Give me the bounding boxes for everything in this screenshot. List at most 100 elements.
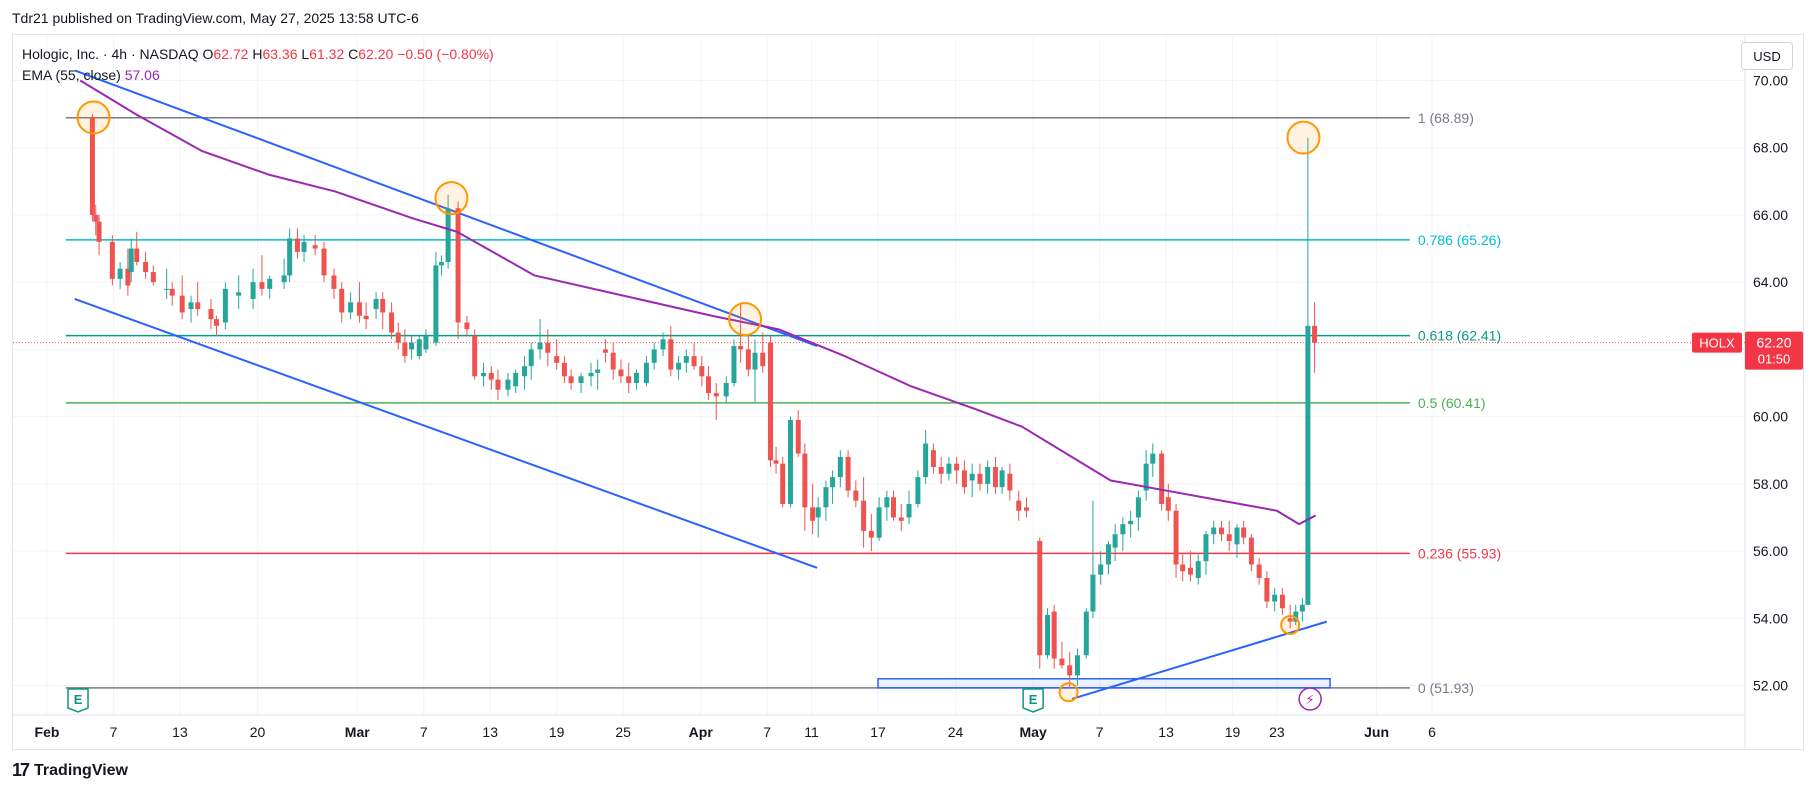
candle [683, 349, 689, 373]
candle-body [780, 463, 786, 504]
close-label: C [348, 46, 359, 62]
candle [301, 235, 307, 262]
candle [1305, 137, 1311, 605]
low-label: L [301, 46, 310, 62]
candle-body [214, 319, 220, 326]
candle-body [1312, 325, 1318, 343]
candle-body [683, 356, 689, 363]
candle [643, 356, 649, 387]
candle [445, 194, 451, 269]
low-value: 61.32 [309, 46, 345, 62]
candle-body [208, 309, 214, 320]
price-tag-countdown: 01:50 [1758, 352, 1791, 367]
earnings-icon-shape [1022, 688, 1044, 713]
candle [1226, 520, 1232, 552]
candle [810, 483, 816, 535]
candle-body [1016, 500, 1022, 511]
candle [1016, 490, 1022, 521]
candle [768, 335, 774, 468]
candle [134, 231, 140, 266]
candle-body [1051, 611, 1057, 659]
candle [802, 443, 808, 531]
price-tick-label: 54.00 [1753, 610, 1788, 626]
symbol-title[interactable]: Hologic, Inc. · 4h · NASDAQ [22, 46, 199, 62]
candle-body [898, 517, 904, 521]
candle [868, 514, 874, 552]
candle-body [281, 275, 287, 283]
candle-body [561, 362, 567, 377]
candle-body [1272, 594, 1278, 602]
candle [705, 366, 711, 400]
candle-body [1105, 544, 1111, 565]
candle-body [1187, 567, 1193, 575]
flash-icon[interactable]: ⚡ [1298, 687, 1322, 711]
candle [668, 325, 674, 377]
candle [321, 241, 327, 283]
price-tick-label: 68.00 [1753, 140, 1788, 156]
candle-body [815, 507, 821, 518]
candle-body [128, 248, 134, 273]
candle-body [416, 339, 422, 357]
candle-body [1059, 658, 1065, 666]
candle [651, 342, 657, 370]
candle [738, 302, 744, 363]
candle [898, 504, 904, 531]
candle [1037, 537, 1043, 669]
candle [915, 470, 921, 508]
time-tick-label: 6 [1428, 724, 1436, 740]
earnings-icon[interactable]: E [1022, 688, 1044, 713]
candle-body [522, 366, 528, 377]
earnings-icon-shape [67, 688, 89, 713]
candle [845, 450, 851, 498]
candle [977, 463, 983, 491]
time-tick-label: 13 [482, 724, 498, 740]
candle-body [1218, 527, 1224, 535]
candle [89, 114, 95, 222]
candle-body [830, 477, 836, 488]
candle [618, 359, 624, 383]
chart-frame[interactable] [12, 34, 1804, 750]
candle [150, 265, 156, 286]
candle [409, 335, 415, 360]
tradingview-logo[interactable]: 17 TradingView [12, 760, 128, 781]
candle-body [537, 342, 543, 350]
chart-canvas[interactable]: 1 (68.89) 0.786 (65.26) 0.618 (62.41) 0.5 (… [0, 0, 1815, 760]
candle [164, 268, 170, 299]
candle [195, 282, 201, 316]
price-tag [1745, 331, 1803, 370]
candle-body [373, 298, 379, 310]
candle [853, 480, 859, 508]
candle-body [134, 248, 140, 262]
price-tick-label: 70.00 [1753, 73, 1788, 89]
candle [537, 319, 543, 360]
candle-body [348, 302, 354, 313]
ema-label[interactable]: EMA (55, close) [22, 67, 121, 83]
candle-body [339, 288, 345, 313]
earnings-icon[interactable]: E [67, 688, 89, 713]
flash-icon-glyph: ⚡ [1306, 693, 1315, 708]
candle [208, 298, 214, 330]
candle-body [1120, 524, 1126, 535]
ticker-tag [1692, 332, 1742, 353]
candle-body [143, 262, 149, 273]
candle [312, 235, 318, 256]
time-tick-label: Feb [35, 724, 60, 740]
candle [1234, 524, 1240, 558]
candle [610, 342, 616, 380]
candle-body [861, 500, 867, 531]
candle-body [961, 470, 967, 488]
earnings-icon-glyph: E [74, 692, 83, 707]
candle-body [723, 383, 729, 397]
highlight-circle [1058, 682, 1079, 703]
price-tick-label: 52.00 [1753, 678, 1788, 694]
candle-body [164, 288, 170, 290]
candle-body [985, 467, 991, 484]
candle [1248, 534, 1254, 572]
candle [528, 342, 534, 380]
currency-button[interactable]: USD [1741, 42, 1793, 70]
candle [1143, 450, 1149, 501]
candle-body [545, 342, 551, 353]
candle-body [1067, 665, 1073, 676]
candle-body [787, 419, 793, 504]
candle-body [610, 352, 616, 370]
